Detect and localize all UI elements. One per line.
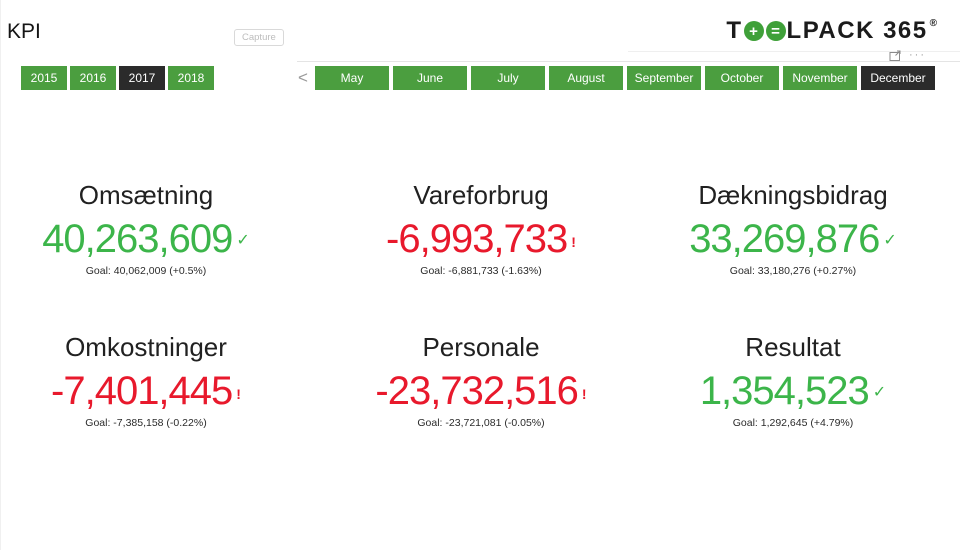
kpi-number: -23,732,516 [375,369,579,414]
toolpack-365-logo: T + = LPACK 365 ® [726,17,937,45]
plus-circle-icon: + [743,21,764,41]
kpi-goal: Goal: -7,385,158 (-0.22%) [85,417,207,430]
check-icon: ✓ [872,384,887,402]
kpi-goal: Goal: 40,062,009 (+0.5%) [85,265,207,278]
kpi-title: Dækningsbidrag [698,180,888,210]
kpi-number: -7,401,445 [51,369,233,414]
check-icon: ✓ [883,232,897,250]
focus-mode-icon[interactable] [889,49,902,62]
kpi-card-daekningsbidrag: Dækningsbidrag 33,269,876 ✓ Goal: 33,180,… [653,180,933,277]
month-button-december[interactable]: December [861,66,935,90]
page-title: KPI [7,20,41,43]
visual-header-toolbar: ··· [889,49,926,62]
kpi-title: Vareforbrug [413,180,549,210]
kpi-card-vareforbrug: Vareforbrug -6,993,733! Goal: -6,881,733… [341,180,621,277]
divider-line-top [628,51,960,52]
chevron-left-icon[interactable]: < [298,68,308,87]
kpi-value: 1,354,523 ✓ [653,368,933,414]
kpi-value: 33,269,876 ✓ [653,216,933,262]
kpi-card-personale: Personale -23,732,516! Goal: -23,721,081… [341,332,621,429]
kpi-title: Resultat [745,332,841,362]
capture-button[interactable]: Capture [234,29,284,46]
year-button-2017[interactable]: 2017 [119,66,165,90]
check-icon: ✓ [236,232,250,250]
logo-letters-lpack365: LPACK 365 [786,17,928,44]
exclamation-icon: ! [571,233,576,250]
year-button-2016[interactable]: 2016 [70,66,116,90]
registered-trademark: ® [929,18,937,29]
kpi-title: Omsætning [78,180,214,210]
equals-circle-icon: = [765,21,786,41]
kpi-goal: Goal: -23,721,081 (-0.05%) [417,417,545,430]
kpi-goal: Goal: 33,180,276 (+0.27%) [729,265,857,278]
kpi-value: -23,732,516! [341,368,621,414]
month-button-june[interactable]: June [393,66,467,90]
kpi-number: 33,269,876 [689,217,880,262]
logo-letter-t: T [726,17,743,44]
year-slicer: 2015 2016 2017 2018 [21,66,214,90]
more-options-icon[interactable]: ··· [909,49,926,61]
exclamation-icon: ! [236,385,241,402]
month-button-september[interactable]: September [627,66,701,90]
month-button-october[interactable]: October [705,66,779,90]
year-button-2018[interactable]: 2018 [168,66,214,90]
kpi-title: Personale [422,332,540,362]
month-slicer: May June July August September October N… [315,66,935,90]
exclamation-icon: ! [581,385,587,402]
month-button-august[interactable]: August [549,66,623,90]
logo-text: T + = LPACK 365 [726,17,927,45]
kpi-number: 40,263,609 [42,217,233,262]
month-button-may[interactable]: May [315,66,389,90]
divider-line-slicer [297,61,960,62]
month-button-november[interactable]: November [783,66,857,90]
kpi-card-omkostninger: Omkostninger -7,401,445! Goal: -7,385,15… [6,332,286,429]
kpi-value: -6,993,733! [341,216,621,262]
kpi-card-resultat: Resultat 1,354,523 ✓ Goal: 1,292,645 (+4.… [653,332,933,429]
kpi-number: -6,993,733 [386,217,568,262]
kpi-value: 40,263,609 ✓ [6,216,286,262]
kpi-goal: Goal: -6,881,733 (-1.63%) [420,265,542,278]
kpi-goal: Goal: 1,292,645 (+4.79%) [732,417,854,430]
kpi-number: 1,354,523 [699,369,870,414]
year-button-2015[interactable]: 2015 [21,66,67,90]
kpi-value: -7,401,445! [6,368,286,414]
month-button-july[interactable]: July [471,66,545,90]
kpi-title: Omkostninger [65,332,227,362]
kpi-card-omsaetning: Omsætning 40,263,609 ✓ Goal: 40,062,009 (… [6,180,286,277]
